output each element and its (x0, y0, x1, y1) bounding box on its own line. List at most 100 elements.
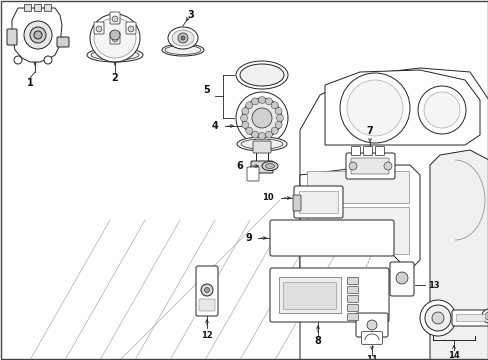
FancyBboxPatch shape (110, 12, 120, 24)
Text: 11: 11 (366, 356, 377, 360)
FancyBboxPatch shape (250, 161, 272, 173)
FancyBboxPatch shape (347, 305, 358, 311)
Ellipse shape (168, 27, 198, 49)
Ellipse shape (240, 64, 284, 86)
Circle shape (204, 288, 209, 292)
FancyBboxPatch shape (94, 22, 104, 34)
FancyBboxPatch shape (293, 186, 342, 218)
FancyBboxPatch shape (351, 147, 360, 156)
Text: 12: 12 (201, 330, 212, 339)
FancyBboxPatch shape (246, 167, 259, 181)
Ellipse shape (265, 163, 274, 168)
Circle shape (419, 300, 455, 336)
Ellipse shape (241, 139, 283, 149)
Text: 8: 8 (314, 336, 321, 346)
FancyBboxPatch shape (346, 153, 394, 179)
Circle shape (258, 96, 265, 104)
FancyBboxPatch shape (298, 191, 337, 213)
FancyBboxPatch shape (361, 332, 382, 345)
FancyBboxPatch shape (363, 147, 372, 156)
Circle shape (178, 33, 187, 43)
Ellipse shape (87, 48, 142, 62)
FancyBboxPatch shape (279, 277, 340, 313)
FancyBboxPatch shape (347, 278, 358, 284)
Circle shape (271, 127, 278, 134)
Ellipse shape (172, 30, 194, 46)
Circle shape (271, 102, 278, 109)
Circle shape (258, 132, 265, 139)
FancyBboxPatch shape (456, 315, 485, 321)
Circle shape (395, 272, 407, 284)
FancyBboxPatch shape (196, 266, 218, 316)
Circle shape (96, 26, 102, 32)
Circle shape (276, 114, 283, 122)
Circle shape (34, 31, 42, 39)
Circle shape (181, 36, 184, 40)
Circle shape (346, 80, 402, 136)
Circle shape (112, 36, 118, 42)
Circle shape (366, 320, 376, 330)
Circle shape (275, 121, 282, 129)
FancyBboxPatch shape (375, 147, 384, 156)
FancyBboxPatch shape (347, 287, 358, 293)
FancyBboxPatch shape (252, 141, 270, 153)
Circle shape (245, 127, 252, 134)
Ellipse shape (162, 44, 203, 56)
FancyBboxPatch shape (24, 4, 31, 12)
Ellipse shape (262, 162, 278, 171)
FancyBboxPatch shape (282, 282, 335, 309)
FancyBboxPatch shape (347, 296, 358, 302)
Ellipse shape (90, 14, 140, 62)
Circle shape (242, 108, 248, 114)
Circle shape (251, 131, 258, 138)
Ellipse shape (236, 61, 287, 89)
FancyBboxPatch shape (199, 299, 215, 311)
Circle shape (242, 98, 282, 138)
FancyBboxPatch shape (306, 207, 408, 254)
FancyBboxPatch shape (306, 171, 408, 203)
Text: 7: 7 (366, 126, 373, 136)
Circle shape (348, 162, 356, 170)
Circle shape (423, 92, 459, 128)
FancyBboxPatch shape (269, 220, 393, 256)
FancyBboxPatch shape (35, 4, 41, 12)
Circle shape (424, 305, 450, 331)
Text: 6: 6 (236, 161, 243, 171)
Circle shape (431, 312, 443, 324)
Polygon shape (12, 8, 62, 62)
Text: 14: 14 (447, 351, 459, 360)
Circle shape (251, 108, 271, 128)
Circle shape (265, 131, 272, 138)
Text: 4: 4 (211, 121, 218, 131)
Circle shape (242, 121, 248, 129)
Circle shape (484, 312, 488, 320)
Ellipse shape (94, 18, 136, 58)
FancyBboxPatch shape (57, 37, 69, 47)
Ellipse shape (164, 45, 201, 54)
Circle shape (24, 21, 52, 49)
FancyBboxPatch shape (451, 310, 488, 326)
FancyBboxPatch shape (347, 314, 358, 320)
Circle shape (339, 73, 409, 143)
Circle shape (265, 98, 272, 105)
Text: 9: 9 (245, 233, 251, 243)
Circle shape (251, 98, 258, 105)
Polygon shape (325, 70, 479, 145)
Circle shape (201, 284, 213, 296)
Text: 13: 13 (427, 280, 439, 289)
Polygon shape (299, 165, 419, 280)
FancyBboxPatch shape (350, 158, 388, 174)
Circle shape (44, 56, 52, 64)
Circle shape (275, 108, 282, 114)
Text: 1: 1 (26, 78, 33, 88)
Circle shape (128, 26, 134, 32)
FancyArrowPatch shape (34, 62, 36, 65)
Text: 3: 3 (187, 10, 194, 20)
Ellipse shape (237, 137, 286, 151)
Text: 2: 2 (111, 73, 118, 83)
FancyBboxPatch shape (355, 313, 387, 337)
Ellipse shape (91, 50, 139, 60)
FancyBboxPatch shape (292, 195, 301, 211)
Circle shape (112, 16, 118, 22)
FancyBboxPatch shape (126, 22, 136, 34)
